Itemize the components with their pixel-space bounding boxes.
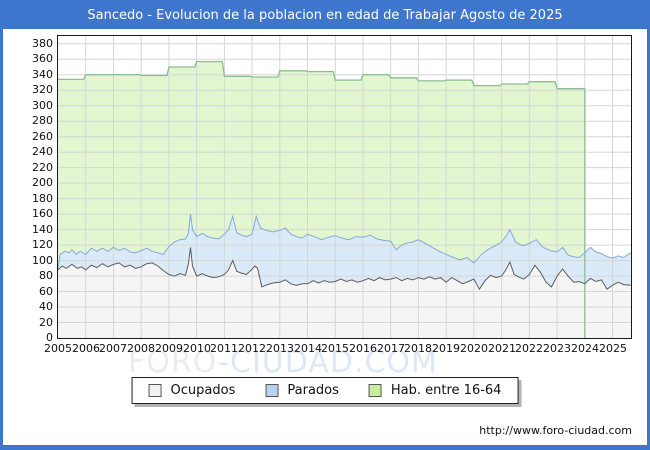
y-tick-label: 300 (32, 99, 53, 112)
legend-label: Parados (287, 383, 339, 398)
legend: Ocupados Parados Hab. entre 16-64 (131, 377, 519, 404)
x-tick-label: 2019 (432, 342, 460, 355)
chart-region: FORO-CIUDAD.COM 0 20 40 60 80 100 120 140 160 180… (3, 29, 647, 445)
y-tick-label: 220 (32, 161, 53, 174)
legend-item: Hab. entre 16-64 (368, 383, 502, 398)
x-axis-labels: 2005 2006 2007 2008 2009 2010 2011 2012 2013 2014… (44, 342, 637, 356)
x-tick-label: 2023 (543, 342, 571, 355)
x-tick-label: 2020 (460, 342, 488, 355)
x-tick-label: 2014 (294, 342, 322, 355)
title-bar: Sancedo - Evolucion de la poblacion en e… (3, 3, 647, 29)
x-tick-label: 2008 (127, 342, 155, 355)
x-tick-label: 2012 (238, 342, 266, 355)
x-tick-label: 2006 (72, 342, 100, 355)
x-tick-label: 2015 (321, 342, 349, 355)
x-tick-label: 2016 (349, 342, 377, 355)
gridlines (58, 36, 631, 338)
y-tick-label: 260 (32, 130, 53, 143)
legend-label: Ocupados (170, 383, 236, 398)
y-tick-label: 320 (32, 83, 53, 96)
x-tick-label: 2021 (488, 342, 516, 355)
x-tick-label: 2009 (155, 342, 183, 355)
x-tick-label: 2018 (404, 342, 432, 355)
y-tick-label: 100 (32, 254, 53, 267)
series-ocupados-area (58, 247, 631, 338)
y-tick-label: 60 (39, 285, 53, 298)
x-tick-label: 2025 (599, 342, 627, 355)
y-tick-label: 360 (32, 52, 53, 65)
legend-swatch-icon (148, 384, 162, 397)
x-tick-label: 2017 (377, 342, 405, 355)
y-tick-label: 160 (32, 207, 53, 220)
x-tick-label: 2013 (266, 342, 294, 355)
footer-url: http://www.foro-ciudad.com (479, 424, 632, 437)
y-tick-label: 280 (32, 114, 53, 127)
y-tick-label: 120 (32, 238, 53, 251)
series-ocupados-line (58, 247, 631, 291)
y-tick-label: 200 (32, 176, 53, 189)
x-tick-label: 2022 (515, 342, 543, 355)
y-tick-label: 180 (32, 192, 53, 205)
x-tick-label: 2010 (183, 342, 211, 355)
x-tick-label: 2005 (44, 342, 72, 355)
y-tick-label: 40 (39, 300, 53, 313)
y-tick-label: 340 (32, 68, 53, 81)
series-hab-line (58, 60, 586, 338)
y-tick-label: 140 (32, 223, 53, 236)
x-tick-label: 2024 (571, 342, 599, 355)
legend-swatch-icon (368, 384, 382, 397)
y-tick-label: 0 (46, 331, 53, 344)
x-tick-label: 2011 (210, 342, 238, 355)
plot-area (57, 35, 632, 339)
y-tick-label: 80 (39, 269, 53, 282)
series-parados-line (58, 214, 631, 269)
y-tick-label: 240 (32, 145, 53, 158)
chart-title: Sancedo - Evolucion de la poblacion en e… (87, 8, 563, 23)
y-axis-labels: 0 20 40 60 80 100 120 140 160 180 200 220 240 260 280 3… (3, 36, 53, 344)
y-tick-label: 380 (32, 37, 53, 50)
legend-item: Parados (265, 383, 339, 398)
x-tick-label: 2007 (99, 342, 127, 355)
chart-svg (58, 36, 631, 338)
legend-swatch-icon (265, 384, 279, 397)
legend-label: Hab. entre 16-64 (390, 383, 502, 398)
y-tick-label: 20 (39, 316, 53, 329)
legend-item: Ocupados (148, 383, 236, 398)
